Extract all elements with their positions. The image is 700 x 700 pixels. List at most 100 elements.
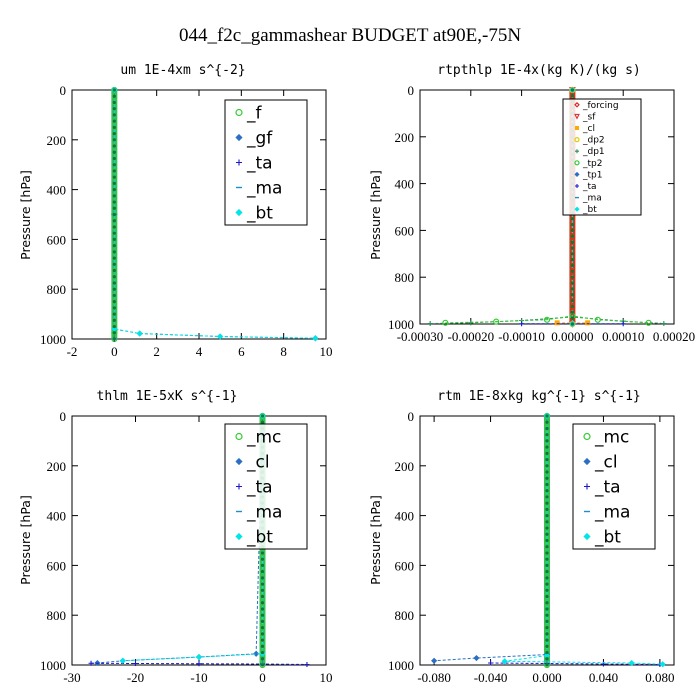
profile-marker [112,331,116,335]
profile-marker [545,570,549,574]
profile-marker [545,607,549,611]
y-tick-label: 400 [47,183,67,198]
panel-title: rtm 1E-8xkg kg^{-1} s^{-1} [437,389,641,404]
y-axis-label: Pressure [hPa] [368,170,383,260]
profile-marker [112,312,116,316]
marker [119,657,126,664]
marker [543,316,551,323]
plot-area: -2 0 2 4 6 8 10 0 200 400 600 800 1000 _f _gf _ta _ma _bt [40,83,333,359]
profile-marker [570,94,575,98]
profile-marker [112,318,116,322]
profile-marker [112,281,116,285]
legend-entry: _dp2 [582,136,605,146]
legend-entry: _cl [594,453,618,473]
profile-marker [112,225,116,229]
profile-marker [112,268,116,273]
profile-marker [545,439,549,443]
legend-entry: _forcing [582,101,619,111]
marker [583,532,591,541]
profile-marker [545,650,549,655]
x-tick-label: -0.00030 [397,329,444,344]
figure-title: 044_f2c_gammashear BUDGET at90E,-75N [179,25,521,46]
profile-marker [260,557,265,561]
profile-marker [545,632,549,636]
profile-marker [545,426,549,431]
profile-marker [112,188,116,192]
x-tick-label: -20 [127,670,144,685]
profile-marker [112,300,116,304]
profile-marker [545,626,549,630]
profile-marker [545,613,549,617]
y-tick-label: 800 [47,282,67,297]
marker [574,206,580,212]
profile-marker [545,576,549,580]
profile-marker [545,619,549,624]
profile-marker [570,246,575,250]
legend-entry: _bt [246,528,273,548]
profile-marker [260,420,265,424]
marker [136,330,143,337]
marker [304,662,310,668]
profile-marker [112,125,116,129]
marker [235,432,243,441]
x-tick-label: -2 [67,344,78,359]
profile-marker [112,175,116,179]
profile-marker [112,306,116,310]
profile-marker [545,464,549,468]
profile-marker [545,457,549,462]
profile-marker [545,507,549,511]
profile-marker [545,501,549,505]
marker [584,483,590,490]
x-tick-label: -0.080 [417,670,451,685]
profile-marker [260,582,265,586]
y-tick-label: 400 [395,509,415,524]
profile-marker [112,194,116,198]
plot-area: -0.080 -0.040 0.000 0.040 0.080 0 200 400 600 800… [388,409,675,685]
profile-marker [570,316,575,320]
legend-entry: _tp2 [582,159,602,169]
profile-marker [112,237,116,241]
x-tick-label: 2 [153,344,160,359]
y-tick-label: 800 [395,270,415,285]
marker [488,660,494,666]
marker [493,318,500,325]
x-tick-label: 0.000 [532,670,561,685]
legend-entry: _gf [246,129,273,149]
y-tick-label: 0 [408,83,415,98]
x-tick-label: 0.080 [645,670,674,685]
profile-marker [112,231,116,235]
profile-marker [260,570,265,574]
x-tick-label: -30 [63,670,80,685]
legend-entry: _ta [246,478,273,498]
profile-marker [260,650,265,655]
profile-marker [260,576,265,580]
profile-marker [545,520,549,524]
y-tick-label: 600 [395,223,415,238]
marker [661,321,667,327]
x-tick-label: 10 [320,344,333,359]
profile-marker [112,88,116,92]
profile-marker [112,256,116,260]
profile-marker [545,514,549,518]
legend-entry: _f [246,104,263,124]
profile-marker [260,594,265,599]
profile-marker [112,219,116,223]
profile-marker [112,169,116,173]
profile-marker [545,582,549,586]
profile-marker [112,107,116,111]
legend-entry: _ma [594,503,630,523]
x-tick-label: 4 [196,344,203,359]
y-tick-label: 800 [395,608,415,623]
profile-marker [112,244,116,248]
profile-marker [570,258,575,262]
legend-entry: _bt [246,204,273,224]
marker [620,321,626,327]
y-tick-label: 0 [408,409,415,424]
y-tick-label: 200 [47,459,67,474]
marker [473,654,480,662]
x-tick-label: 0.00000 [551,329,593,344]
x-tick-label: 6 [238,344,245,359]
plot-area: -0.00030 -0.00020 -0.00010 0.00000 0.00010 0.… [388,83,695,344]
y-tick-label: 400 [47,509,67,524]
profile-marker [112,119,116,123]
